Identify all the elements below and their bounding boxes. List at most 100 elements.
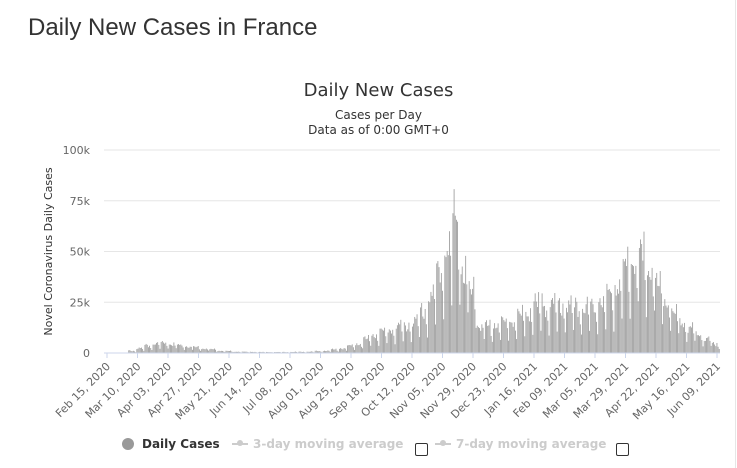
legend-item-7-day-average[interactable]: 7-day moving average [435, 437, 606, 451]
y-axis-title: Novel Coronavirus Daily Cases [42, 167, 55, 335]
daily-cases-bar [293, 351, 295, 353]
daily-cases-bar [635, 265, 637, 353]
daily-cases-bar [581, 334, 582, 353]
daily-cases-bar [613, 331, 615, 353]
daily-cases-bar [242, 351, 244, 353]
daily-cases-bar [381, 329, 383, 353]
daily-cases-bar [663, 306, 665, 353]
daily-cases-bar [394, 344, 396, 353]
daily-cases-bar [555, 312, 557, 353]
daily-cases-bar [361, 346, 362, 353]
daily-cases-bar [513, 322, 515, 353]
daily-cases-bar [387, 332, 389, 353]
daily-cases-bar [414, 316, 416, 353]
daily-cases-bar [442, 290, 443, 353]
daily-cases-bar [145, 343, 147, 353]
daily-cases-bar [506, 328, 508, 353]
daily-cases-bar [249, 351, 251, 353]
daily-cases-bar [302, 351, 303, 353]
7-day-average-checkbox[interactable] [616, 443, 629, 456]
daily-cases-bar [238, 351, 240, 353]
daily-cases-bar [412, 326, 413, 353]
daily-cases-bar [549, 307, 551, 353]
daily-cases-bar [603, 296, 604, 353]
daily-cases-bar [348, 345, 350, 353]
daily-cases-bar [277, 351, 279, 353]
3-day-average-checkbox[interactable] [415, 443, 428, 456]
daily-cases-bar [714, 344, 716, 353]
daily-cases-bar [149, 345, 150, 353]
daily-cases-bar [648, 270, 650, 353]
daily-cases-bar [335, 348, 337, 353]
daily-cases-bar [694, 340, 696, 353]
line-marker-icon [232, 440, 248, 446]
daily-cases-bar [634, 273, 636, 353]
daily-cases-bar [487, 325, 489, 353]
daily-cases-bar [606, 283, 608, 353]
daily-cases-bar [585, 304, 587, 353]
daily-cases-bar [630, 264, 632, 353]
daily-cases-bar [431, 295, 433, 353]
daily-cases-bar [620, 290, 622, 353]
daily-cases-bar [567, 312, 568, 353]
daily-cases-bar [236, 351, 237, 353]
daily-cases-bar [251, 351, 252, 353]
daily-cases-bar [363, 337, 365, 353]
daily-cases-bar [579, 324, 581, 353]
daily-cases-bar [437, 261, 439, 353]
daily-cases-bar [657, 285, 659, 353]
daily-cases-bar [629, 318, 631, 353]
daily-cases-bar [364, 336, 366, 353]
daily-cases-bar [211, 349, 213, 353]
daily-cases-bar [299, 351, 301, 353]
daily-cases-bar [172, 345, 174, 353]
daily-cases-bar [574, 307, 575, 353]
daily-cases-bar [718, 348, 720, 353]
daily-cases-bar [451, 305, 453, 353]
daily-cases-bar [311, 351, 313, 353]
daily-cases-bar [385, 336, 387, 353]
legend-item-daily-cases[interactable]: Daily Cases [122, 437, 220, 451]
chart-data-date: Data as of 0:00 GMT+0 [308, 123, 449, 137]
daily-cases-bar [589, 330, 590, 353]
daily-cases-bar [482, 327, 484, 353]
daily-cases-bar [142, 349, 144, 353]
daily-cases-bar [393, 335, 395, 353]
daily-cases-bar [490, 335, 492, 353]
daily-cases-bar [326, 351, 328, 353]
daily-cases-bar [376, 334, 377, 353]
daily-cases-bar [283, 351, 285, 353]
daily-cases-bar [465, 255, 467, 353]
daily-cases-bar [696, 335, 698, 353]
daily-cases-bar [174, 345, 176, 353]
daily-cases-bar [432, 284, 434, 353]
daily-cases-bar [429, 302, 431, 353]
daily-cases-bar [315, 350, 317, 353]
daily-cases-bar [568, 300, 570, 353]
daily-cases-bar [632, 265, 633, 353]
legend-item-3-day-average[interactable]: 3-day moving average [232, 437, 403, 451]
daily-cases-bar [593, 312, 595, 353]
daily-cases-bar [372, 334, 374, 353]
daily-cases-bar [418, 337, 420, 353]
daily-cases-bar [674, 313, 676, 353]
daily-cases-bar [373, 337, 375, 353]
daily-cases-bar [188, 347, 190, 353]
daily-cases-bar [203, 348, 205, 353]
daily-cases-bar [541, 293, 543, 353]
daily-cases-bar [479, 328, 480, 353]
daily-cases-bar [143, 350, 145, 353]
daily-cases-bar [575, 297, 577, 353]
daily-cases-bar [380, 328, 382, 353]
daily-cases-bar [711, 342, 713, 353]
daily-cases-bar [134, 351, 135, 353]
daily-cases-bar [436, 263, 438, 353]
daily-cases-bar [298, 351, 300, 353]
daily-cases-bar [379, 328, 381, 353]
daily-cases-bar [662, 324, 663, 353]
daily-cases-bar [234, 351, 236, 353]
daily-cases-bar [703, 341, 705, 353]
daily-cases-bar [621, 318, 623, 353]
daily-cases-bar [167, 348, 169, 353]
